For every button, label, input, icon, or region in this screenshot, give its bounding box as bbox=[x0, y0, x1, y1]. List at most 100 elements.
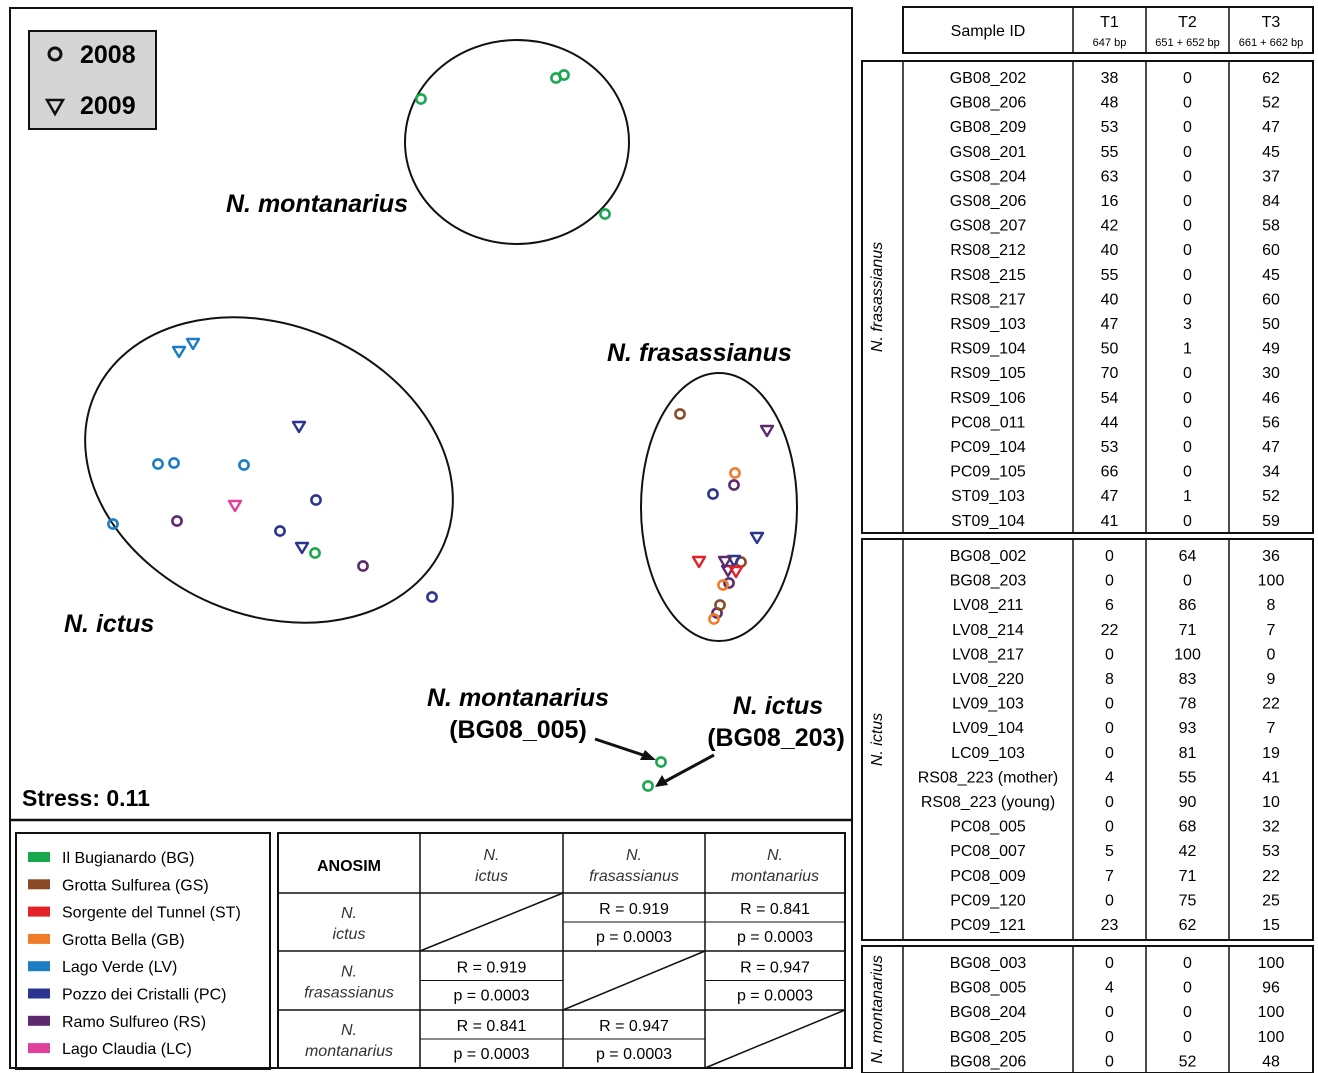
anosim-col-header: frasassianus bbox=[589, 868, 679, 885]
table-col-subheader: 651 + 652 bp bbox=[1155, 37, 1220, 49]
table-cell-sample: GB08_206 bbox=[950, 95, 1027, 112]
table-cell-value: 0 bbox=[1105, 1053, 1114, 1070]
table-cell-value: 0 bbox=[1105, 573, 1114, 590]
table-col-header: T3 bbox=[1262, 14, 1281, 31]
table-cell-value: 16 bbox=[1101, 193, 1119, 210]
callout-montanarius-species: N. montanarius bbox=[427, 684, 609, 712]
point-2008-RS bbox=[357, 560, 369, 572]
table-cell-value: 0 bbox=[1105, 1004, 1114, 1021]
table-cell-value: 0 bbox=[1183, 365, 1192, 382]
table-cell-value: 47 bbox=[1101, 488, 1119, 505]
callout-arrow-ictus bbox=[663, 753, 715, 784]
table-cell-value: 0 bbox=[1183, 390, 1192, 407]
year-legend: 2008 2009 bbox=[28, 30, 157, 130]
table-cell-value: 0 bbox=[1105, 794, 1114, 811]
table-cell-value: 0 bbox=[1183, 291, 1192, 308]
table-cell-sample: BG08_206 bbox=[950, 1053, 1027, 1070]
table-cell-sample: GS08_206 bbox=[950, 193, 1027, 210]
table-cell-value: 71 bbox=[1179, 622, 1197, 639]
table-cell-sample: BG08_204 bbox=[950, 1004, 1027, 1021]
table-cell-value: 71 bbox=[1179, 868, 1197, 885]
table-cell-sample: GS08_207 bbox=[950, 218, 1027, 235]
cluster-label-montanarius: N. montanarius bbox=[226, 190, 408, 218]
table-cell-value: 0 bbox=[1183, 267, 1192, 284]
site-legend: Il Bugianardo (BG) Grotta Sulfurea (GS) So… bbox=[28, 850, 241, 1058]
site-legend-swatch bbox=[28, 1015, 50, 1026]
table-group-0: N. frasassianus GB08_202 38 0 62 GB08_206 48 0 5… bbox=[861, 60, 1314, 534]
anosim-r-value: R = 0.841 bbox=[740, 901, 810, 918]
table-cell-value: 100 bbox=[1258, 573, 1285, 590]
table-cell-sample: LV08_217 bbox=[952, 646, 1024, 663]
anosim-r-value: R = 0.947 bbox=[599, 1018, 669, 1035]
table-cell-sample: GB08_209 bbox=[950, 119, 1027, 136]
table-cell-value: 81 bbox=[1179, 745, 1197, 762]
point-2009-LV bbox=[171, 345, 187, 359]
anosim-row-header: N. bbox=[341, 1022, 357, 1039]
table-cell-value: 34 bbox=[1262, 464, 1280, 481]
point-2008-LV bbox=[168, 457, 180, 469]
table-cell-sample: RS09_104 bbox=[950, 341, 1026, 358]
table-col-subheader: 661 + 662 bp bbox=[1239, 37, 1304, 49]
table-cell-sample: PC09_105 bbox=[950, 464, 1026, 481]
table-cell-value: 83 bbox=[1179, 671, 1197, 688]
table-cell-value: 7 bbox=[1267, 622, 1276, 639]
table-cell-value: 0 bbox=[1105, 1029, 1114, 1046]
table-cell-value: 70 bbox=[1101, 365, 1119, 382]
table-cell-sample: PC09_121 bbox=[950, 917, 1026, 934]
table-cell-value: 8 bbox=[1105, 671, 1114, 688]
anosim-r-value: R = 0.919 bbox=[599, 901, 669, 918]
site-legend-label: Ramo Sulfureo (RS) bbox=[62, 1014, 206, 1031]
anosim-row-header: N. bbox=[341, 964, 357, 981]
table-cell-sample: GS08_201 bbox=[950, 144, 1027, 161]
table-cell-value: 52 bbox=[1262, 95, 1280, 112]
table-cell-value: 55 bbox=[1101, 144, 1119, 161]
table-group-2: N. montanarius BG08_003 0 0 100 BG08_005 4 0 96 B… bbox=[861, 945, 1314, 1073]
anosim-p-value: p = 0.0003 bbox=[596, 929, 672, 946]
table-cell-sample: RS09_103 bbox=[950, 316, 1026, 333]
table-cell-value: 38 bbox=[1101, 70, 1119, 87]
table-cell-sample: LV08_220 bbox=[952, 671, 1024, 688]
anosim-p-value: p = 0.0003 bbox=[453, 1046, 529, 1063]
site-legend-swatch bbox=[28, 1043, 50, 1054]
table-cell-value: 47 bbox=[1101, 316, 1119, 333]
point-2008-RS bbox=[723, 577, 735, 589]
point-2009-ST bbox=[728, 565, 744, 579]
point-2009-PC bbox=[726, 554, 742, 568]
table-cell-value: 0 bbox=[1105, 646, 1114, 663]
anosim-corner: ANOSIM bbox=[317, 858, 381, 875]
table-cell-value: 54 bbox=[1101, 390, 1119, 407]
table-col-header: T2 bbox=[1178, 14, 1197, 31]
table-cell-value: 0 bbox=[1105, 720, 1114, 737]
year-legend-2008: 2008 bbox=[80, 41, 136, 69]
table-cell-value: 22 bbox=[1262, 696, 1280, 713]
table-cell-value: 41 bbox=[1101, 513, 1119, 530]
point-2008-GB bbox=[717, 579, 729, 591]
point-2008-BG bbox=[558, 69, 570, 81]
point-2008-PC bbox=[310, 494, 322, 506]
table-col-header: T1 bbox=[1100, 14, 1119, 31]
table-cell-sample: PC08_011 bbox=[951, 414, 1026, 431]
table-cell-value: 100 bbox=[1174, 646, 1201, 663]
table-cell-value: 3 bbox=[1183, 316, 1192, 333]
table-cell-value: 0 bbox=[1105, 892, 1114, 909]
table-cell-sample: LV09_104 bbox=[952, 720, 1024, 737]
cluster-ellipse-montanarius bbox=[404, 39, 630, 245]
table-cell-sample: RS08_212 bbox=[950, 242, 1026, 259]
table-cell-sample: BG08_002 bbox=[950, 548, 1027, 565]
table-cell-value: 55 bbox=[1179, 769, 1197, 786]
table-cell-sample: PC08_005 bbox=[950, 819, 1026, 836]
table-cell-value: 6 bbox=[1105, 597, 1114, 614]
table-cell-value: 40 bbox=[1101, 291, 1119, 308]
table-cell-sample: BG08_203 bbox=[950, 573, 1027, 590]
table-cell-value: 100 bbox=[1258, 1029, 1285, 1046]
site-legend-swatch bbox=[28, 852, 50, 862]
point-2009-RS bbox=[759, 424, 775, 438]
table-cell-value: 50 bbox=[1101, 341, 1119, 358]
anosim-diagonal bbox=[562, 950, 706, 1011]
site-legend-label: Il Bugianardo (BG) bbox=[62, 850, 195, 867]
cluster-label-frasassianus: N. frasassianus bbox=[607, 339, 792, 367]
anosim-col-header: N. bbox=[767, 847, 783, 864]
table-cell-value: 0 bbox=[1183, 439, 1192, 456]
table-cell-sample: LV08_214 bbox=[952, 622, 1024, 639]
anosim-p-value: p = 0.0003 bbox=[453, 988, 529, 1005]
